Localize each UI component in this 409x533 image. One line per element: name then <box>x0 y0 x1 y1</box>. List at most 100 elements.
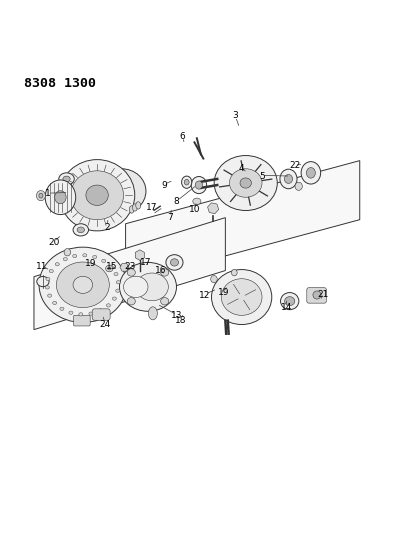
Text: 13: 13 <box>170 311 182 320</box>
Ellipse shape <box>64 248 70 256</box>
Ellipse shape <box>45 180 76 215</box>
Ellipse shape <box>45 286 49 289</box>
Ellipse shape <box>92 255 97 259</box>
Ellipse shape <box>181 176 191 188</box>
Ellipse shape <box>160 297 169 305</box>
Ellipse shape <box>300 161 320 184</box>
Text: 5: 5 <box>258 172 264 181</box>
Ellipse shape <box>77 227 84 233</box>
Ellipse shape <box>89 312 93 315</box>
Ellipse shape <box>135 273 168 301</box>
Ellipse shape <box>106 265 113 272</box>
Text: 19: 19 <box>85 259 97 268</box>
Ellipse shape <box>85 185 108 205</box>
Ellipse shape <box>112 297 116 300</box>
Text: 24: 24 <box>99 320 110 329</box>
Ellipse shape <box>97 169 146 214</box>
Text: 4: 4 <box>238 164 244 173</box>
Text: 20: 20 <box>49 238 60 247</box>
Ellipse shape <box>98 309 102 312</box>
FancyBboxPatch shape <box>73 316 90 326</box>
Ellipse shape <box>294 182 301 190</box>
Ellipse shape <box>59 159 135 231</box>
Ellipse shape <box>52 301 56 304</box>
Ellipse shape <box>116 280 120 284</box>
Ellipse shape <box>132 204 137 211</box>
Ellipse shape <box>119 262 176 311</box>
Ellipse shape <box>106 304 110 307</box>
Ellipse shape <box>49 270 53 273</box>
Ellipse shape <box>191 176 206 193</box>
Ellipse shape <box>123 276 148 297</box>
Text: 12: 12 <box>199 290 210 300</box>
Ellipse shape <box>55 263 59 266</box>
Ellipse shape <box>280 293 298 310</box>
Ellipse shape <box>129 206 134 213</box>
Ellipse shape <box>46 277 50 281</box>
Ellipse shape <box>58 173 74 185</box>
Ellipse shape <box>108 267 111 270</box>
Text: 1: 1 <box>45 189 51 198</box>
Ellipse shape <box>83 254 87 257</box>
Ellipse shape <box>73 276 92 293</box>
Ellipse shape <box>231 269 236 276</box>
Ellipse shape <box>54 191 66 204</box>
Ellipse shape <box>284 297 294 305</box>
Ellipse shape <box>39 193 43 198</box>
Ellipse shape <box>195 181 202 189</box>
Text: 10: 10 <box>189 205 200 214</box>
Text: 21: 21 <box>317 290 328 298</box>
FancyBboxPatch shape <box>92 309 110 320</box>
Text: 15: 15 <box>106 262 117 271</box>
Text: 2: 2 <box>104 223 110 232</box>
Ellipse shape <box>127 297 135 305</box>
Text: 9: 9 <box>161 181 167 190</box>
Ellipse shape <box>284 174 292 183</box>
Ellipse shape <box>36 191 45 201</box>
Text: 8308 1300: 8308 1300 <box>24 77 96 90</box>
Ellipse shape <box>239 178 251 188</box>
Text: 19: 19 <box>217 288 229 297</box>
Ellipse shape <box>72 254 76 257</box>
Ellipse shape <box>127 269 135 276</box>
Ellipse shape <box>115 289 119 292</box>
Ellipse shape <box>211 270 271 325</box>
Text: 22: 22 <box>288 161 299 170</box>
Ellipse shape <box>213 156 276 211</box>
Ellipse shape <box>279 169 296 189</box>
Text: 17: 17 <box>146 203 157 212</box>
Ellipse shape <box>192 198 200 205</box>
Text: 8: 8 <box>173 197 179 206</box>
Ellipse shape <box>70 171 123 220</box>
Ellipse shape <box>148 307 157 320</box>
Ellipse shape <box>47 294 52 297</box>
Text: 6: 6 <box>179 132 185 141</box>
Ellipse shape <box>56 262 109 308</box>
Ellipse shape <box>73 224 88 236</box>
Polygon shape <box>125 160 359 283</box>
Text: 14: 14 <box>280 303 292 312</box>
Ellipse shape <box>229 169 261 197</box>
Ellipse shape <box>166 255 182 270</box>
Text: 16: 16 <box>154 266 166 275</box>
Ellipse shape <box>63 257 67 261</box>
Text: 23: 23 <box>124 262 135 271</box>
Text: 7: 7 <box>167 213 173 222</box>
Ellipse shape <box>114 272 118 276</box>
Ellipse shape <box>170 259 178 266</box>
FancyBboxPatch shape <box>306 288 326 303</box>
Ellipse shape <box>306 167 315 178</box>
Ellipse shape <box>221 279 261 316</box>
Ellipse shape <box>210 276 217 283</box>
Text: 3: 3 <box>232 111 238 120</box>
Ellipse shape <box>39 247 126 322</box>
Ellipse shape <box>63 176 70 182</box>
Text: 11: 11 <box>36 262 48 271</box>
Circle shape <box>312 291 320 299</box>
Ellipse shape <box>79 313 83 316</box>
Ellipse shape <box>37 277 49 287</box>
Ellipse shape <box>135 202 140 209</box>
Ellipse shape <box>109 265 113 268</box>
Ellipse shape <box>60 307 64 310</box>
Ellipse shape <box>184 179 189 185</box>
